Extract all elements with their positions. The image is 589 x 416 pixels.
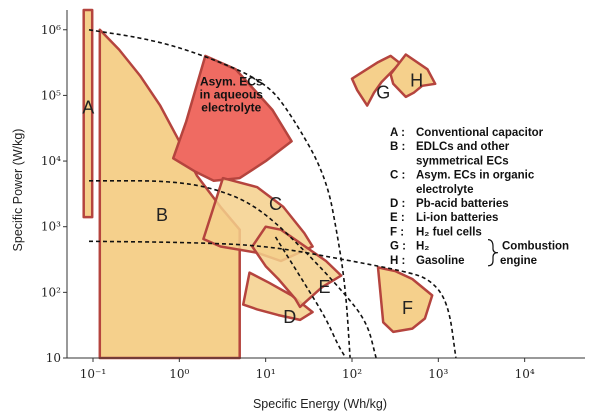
region-label-g: G xyxy=(376,83,390,103)
y-axis-label: Specific Power (W/kg) xyxy=(11,129,25,252)
legend-key-b: B : xyxy=(390,141,405,153)
dashed-line-4 xyxy=(274,236,347,359)
legend-brace xyxy=(487,239,499,267)
x-tick-label: 10⁻¹ xyxy=(80,367,106,381)
region-label-asym-aqueous: Asym. ECs xyxy=(200,74,263,88)
legend-group-label: Combustion xyxy=(502,241,569,253)
region-label-f: F xyxy=(402,298,413,318)
legend-text-b: symmetrical ECs xyxy=(416,155,509,167)
region-g xyxy=(350,54,402,107)
legend-text-e: Li-ion batteries xyxy=(416,212,498,224)
y-tick-label: 10⁴ xyxy=(41,154,61,168)
legend-key-d: D : xyxy=(390,198,405,210)
legend-key-e: E : xyxy=(390,212,405,224)
legend-group-label: engine xyxy=(500,255,537,267)
legend-text-a: Conventional capacitor xyxy=(416,127,544,139)
legend: A : Conventional capacitor B : EDLCs and ot… xyxy=(390,127,569,267)
axes xyxy=(66,10,585,359)
legend-text-b: EDLCs and other xyxy=(416,141,510,153)
legend-text-c: Asym. ECs in organic xyxy=(416,170,535,182)
region-label-d: D xyxy=(283,307,296,327)
legend-key-f: F : xyxy=(390,226,404,238)
y-tick-label: 10 xyxy=(46,351,61,365)
legend-key-g: G : xyxy=(390,241,406,253)
legend-text-h: Gasoline xyxy=(416,255,465,267)
legend-key-c: C : xyxy=(390,170,405,182)
y-tick-label: 10⁵ xyxy=(41,88,61,102)
region-asymaq xyxy=(171,54,293,183)
legend-text-c: electrolyte xyxy=(416,184,474,196)
y-tick-label: 10⁶ xyxy=(41,23,61,37)
legend-text-d: Pb-acid batteries xyxy=(416,198,509,210)
x-axis-label: Specific Energy (Wh/kg) xyxy=(253,397,387,411)
y-tick-label: 10³ xyxy=(41,220,61,234)
x-tick-label: 10⁰ xyxy=(169,367,189,381)
region-d xyxy=(241,271,314,322)
region-label-asym-aqueous: in aqueous xyxy=(200,87,264,101)
time-constant-lines xyxy=(88,29,457,359)
x-tick-label: 10¹ xyxy=(256,367,276,381)
y-tick-label: 10² xyxy=(41,285,61,299)
x-tick-label: 10² xyxy=(342,367,362,381)
dashed-line-2 xyxy=(89,180,377,359)
region-e xyxy=(251,225,343,309)
region-label-b: B xyxy=(156,205,168,225)
region-label-asym-aqueous: electrolyte xyxy=(201,100,261,114)
legend-key-a: A : xyxy=(390,127,405,139)
legend-text-g: H₂ xyxy=(416,241,429,253)
x-tick-label: 10⁴ xyxy=(515,367,535,381)
regions-layer xyxy=(82,8,437,360)
region-label-h: H xyxy=(410,70,423,90)
dashed-line-1 xyxy=(88,29,351,359)
legend-text-f: H₂ fuel cells xyxy=(416,226,482,238)
tick-labels: 10⁻¹ 10⁰ 10¹ 10² 10³ 10⁴ 10 10² 10³ 10⁴ 10⁵ 10⁶ xyxy=(41,23,535,381)
region-a xyxy=(82,8,94,219)
region-f xyxy=(376,266,434,334)
region-label-c: C xyxy=(269,194,282,214)
region-label-e: E xyxy=(318,277,330,297)
region-h xyxy=(389,53,437,99)
region-label-a: A xyxy=(82,98,94,118)
dashed-line-3 xyxy=(88,240,457,359)
legend-key-h: H : xyxy=(390,255,405,267)
x-tick-label: 10³ xyxy=(428,367,448,381)
